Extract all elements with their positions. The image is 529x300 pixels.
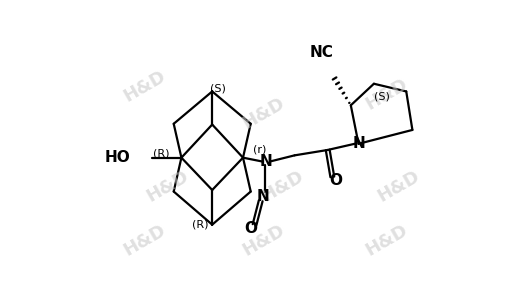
Text: H&D: H&D bbox=[240, 94, 288, 132]
Text: HO: HO bbox=[105, 150, 131, 165]
Text: (S): (S) bbox=[211, 83, 226, 93]
Text: H&D: H&D bbox=[143, 167, 192, 206]
Text: H&D: H&D bbox=[374, 167, 423, 206]
Text: H&D: H&D bbox=[363, 74, 412, 113]
Text: H&D: H&D bbox=[259, 167, 307, 206]
Text: (R): (R) bbox=[152, 148, 169, 158]
Text: (R): (R) bbox=[191, 220, 208, 230]
Text: N: N bbox=[257, 189, 269, 204]
Text: H&D: H&D bbox=[120, 221, 169, 259]
Text: N: N bbox=[352, 136, 365, 151]
Text: O: O bbox=[244, 221, 257, 236]
Text: H&D: H&D bbox=[120, 67, 169, 105]
Text: (r): (r) bbox=[253, 145, 267, 155]
Text: O: O bbox=[329, 173, 342, 188]
Text: H&D: H&D bbox=[363, 221, 412, 259]
Text: N: N bbox=[260, 154, 272, 169]
Text: (S): (S) bbox=[374, 91, 390, 101]
Text: NC: NC bbox=[309, 45, 333, 60]
Text: H&D: H&D bbox=[240, 221, 288, 259]
